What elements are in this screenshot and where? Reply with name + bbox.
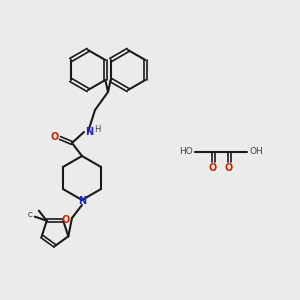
Text: HO: HO	[179, 146, 193, 155]
Text: OH: OH	[249, 146, 263, 155]
Text: O: O	[51, 132, 59, 142]
Text: O: O	[209, 163, 217, 173]
Text: O: O	[61, 215, 69, 225]
Text: N: N	[78, 196, 86, 206]
Text: N: N	[85, 127, 93, 137]
Text: C: C	[27, 212, 32, 218]
Text: H: H	[94, 125, 100, 134]
Text: O: O	[225, 163, 233, 173]
